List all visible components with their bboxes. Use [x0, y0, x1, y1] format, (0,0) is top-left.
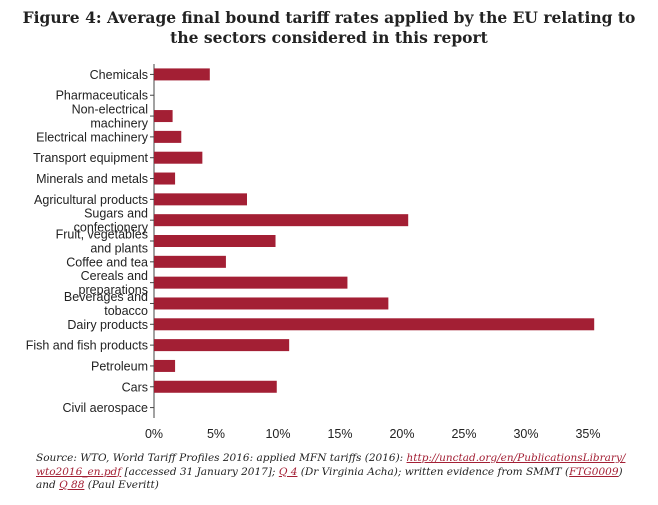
- category-label: Transport equipment: [33, 151, 148, 165]
- bar: [154, 359, 176, 372]
- bar: [154, 130, 182, 143]
- category-label: Petroleum: [91, 359, 148, 373]
- source-link-unctad[interactable]: http://unctad.org/en/PublicationsLibrary…: [406, 452, 626, 464]
- category-label: Fish and fish products: [26, 339, 148, 353]
- category-label: Pharmaceuticals: [56, 89, 148, 103]
- x-tick-label: 15%: [327, 427, 352, 441]
- source-text-3: (Dr Virginia Acha); written evidence fro…: [297, 465, 570, 478]
- category-label: Electrical machinery: [36, 130, 149, 144]
- category-label: Minerals and metals: [36, 172, 148, 186]
- source-link-ftg0009[interactable]: FTG0009: [569, 465, 619, 478]
- source-text-4: ): [618, 465, 623, 478]
- x-tick-label: 30%: [513, 427, 538, 441]
- bar: [154, 380, 277, 393]
- title-line-2: the sectors considered in this report: [170, 28, 488, 47]
- category-label: Coffee and tea: [66, 255, 148, 269]
- category-label: Non-electrical machinery: [72, 103, 149, 131]
- x-tick-label: 0%: [145, 427, 163, 441]
- category-label: Agricultural products: [34, 193, 148, 207]
- source-note: Source: WTO, World Tariff Profiles 2016:…: [36, 452, 636, 493]
- x-tick-label: 5%: [207, 427, 225, 441]
- bar: [154, 214, 409, 227]
- x-tick-label: 10%: [265, 427, 290, 441]
- bar: [154, 235, 276, 247]
- bar: [154, 339, 290, 352]
- source-text-6: (Paul Everitt): [84, 479, 159, 491]
- bar: [154, 255, 226, 268]
- bar: [154, 151, 203, 164]
- source-text-2: [accessed 31 January 2017];: [121, 465, 279, 478]
- category-label: Dairy products: [67, 318, 148, 332]
- category-label: Beverages and tobacco: [64, 290, 148, 318]
- source-link-unctad-file[interactable]: wto2016_en.pdf: [36, 465, 122, 478]
- bar: [154, 318, 595, 331]
- category-label: Cars: [122, 380, 148, 394]
- category-label: Sugars and confectionery: [74, 207, 149, 235]
- source-link-q88[interactable]: Q 88: [59, 479, 85, 491]
- source-link-q4[interactable]: Q 4: [278, 465, 298, 478]
- category-label: Chemicals: [90, 68, 148, 82]
- bar: [154, 193, 247, 206]
- category-label: Cereals and preparations: [79, 269, 149, 297]
- bar: [154, 110, 173, 123]
- title-line-1: Figure 4: Average final bound tariff rat…: [22, 8, 636, 27]
- x-tick-label: 25%: [451, 427, 476, 441]
- bar: [154, 297, 389, 310]
- x-tick-label: 35%: [575, 427, 600, 441]
- category-label: Fruit, vegetables and plants: [56, 228, 148, 256]
- bar: [154, 276, 348, 289]
- bar: [154, 68, 210, 81]
- category-label: Civil aerospace: [63, 401, 149, 415]
- source-text-5: and: [36, 479, 60, 491]
- x-tick-label: 20%: [389, 427, 414, 441]
- chart-title: Figure 4: Average final bound tariff rat…: [0, 8, 658, 48]
- source-text-1: Source: WTO, World Tariff Profiles 2016:…: [36, 452, 407, 464]
- bar: [154, 172, 176, 185]
